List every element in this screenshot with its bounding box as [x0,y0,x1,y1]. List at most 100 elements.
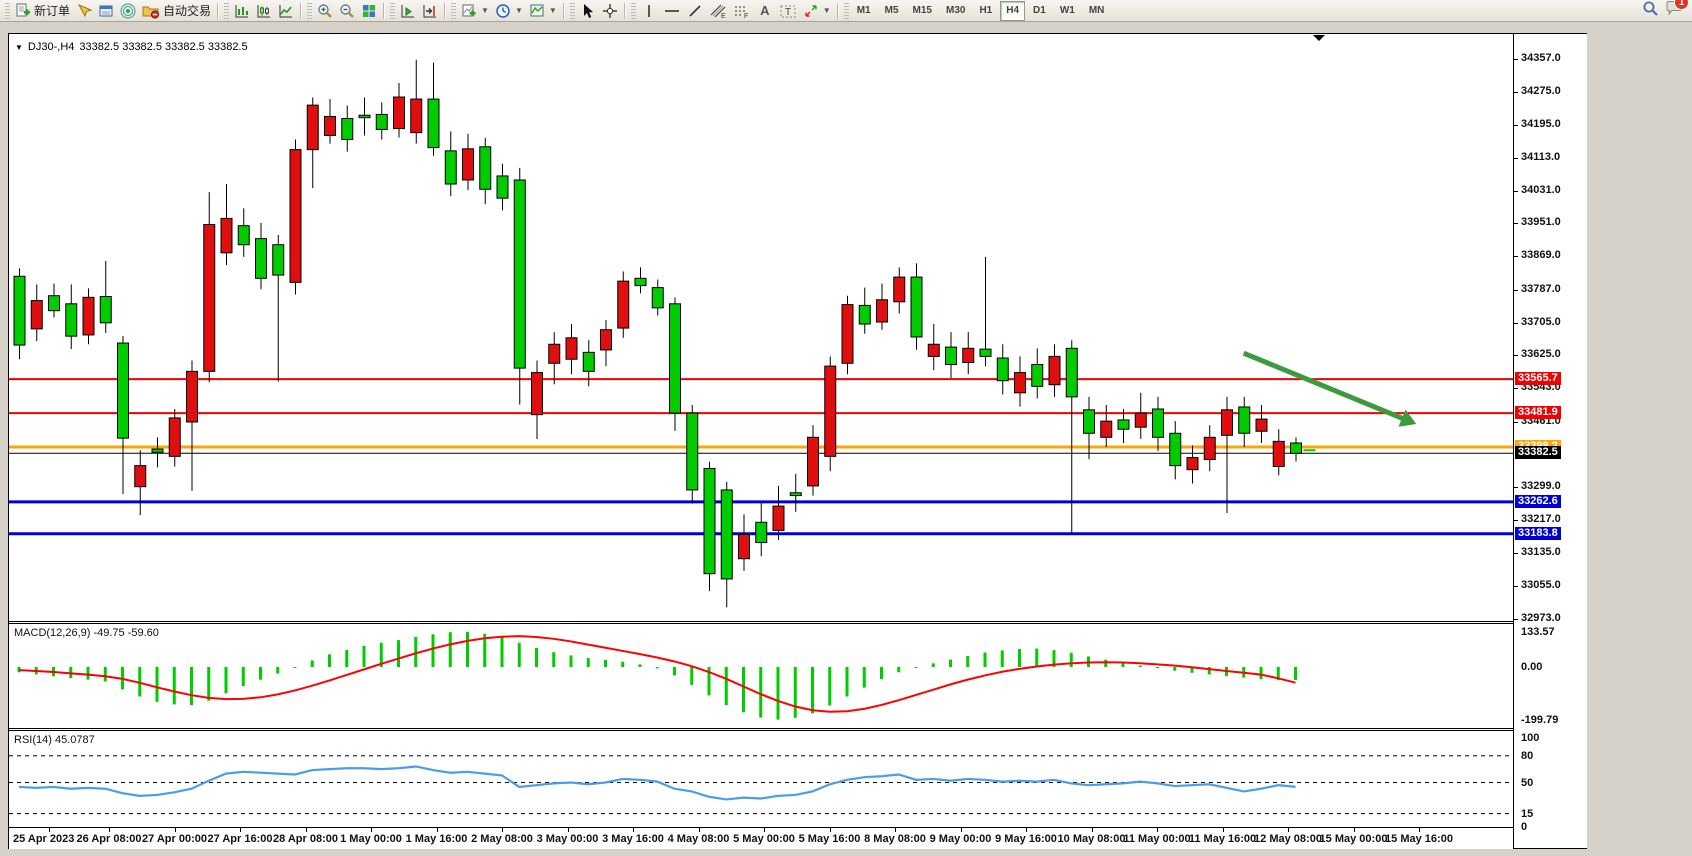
macd-pane[interactable]: MACD(12,26,9) -49.75 -59.60 [9,624,1513,728]
new-order-icon [15,3,31,19]
timeframe-button-h1[interactable]: H1 [979,5,993,16]
timeframe-button-m1[interactable]: M1 [856,5,871,16]
periods-button[interactable]: ▼ [492,1,526,21]
toolbar-grip[interactable] [390,2,396,19]
toolbar-grip[interactable] [451,2,457,19]
timeframe-button-m15[interactable]: M15 [912,5,932,16]
notification-badge: 1 [1674,0,1689,10]
zoom-out-button[interactable] [336,1,358,21]
toolbar-grip[interactable] [307,2,313,19]
text-label-tool-button[interactable]: T [776,1,800,21]
tile-windows-button[interactable] [358,1,380,21]
axis-tick-mark [1514,124,1518,126]
zoom-out-icon [339,3,355,19]
line-chart-type-button[interactable] [275,1,297,21]
channel-tool-button[interactable]: E [706,1,730,21]
market-window-button[interactable] [95,1,117,21]
toolbar-separator [383,2,386,19]
axis-tick-mark [1514,421,1518,423]
time-tick-label: 15 May 00:00 [1319,833,1388,845]
rsi-scale-label: 100 [1521,732,1540,744]
toolbar-separator [217,2,220,19]
time-tick-label: 9 May 00:00 [929,833,992,845]
rsi-scale-label: 0 [1521,821,1528,833]
pane-divider[interactable] [9,621,1513,624]
autotrade-icon [142,3,160,19]
chevron-down-icon: ▼ [822,6,831,15]
pane-divider[interactable] [9,728,1513,731]
rsi-pane[interactable]: RSI(14) 45.0787 [9,731,1513,827]
symbol-timeframe-label: DJ30-,H4 [27,41,75,53]
time-tick-mark [1091,828,1093,832]
price-chart-pane[interactable]: ▼ DJ30-,H4 33382.5 33382.5 33382.5 33382… [9,34,1513,621]
zoom-in-button[interactable] [314,1,336,21]
arrows-tool-button[interactable]: ▼ [800,1,834,21]
macd-chart[interactable] [9,624,1513,728]
time-tick-mark [1288,828,1289,832]
trend-arrow-annotation [1398,409,1417,427]
axis-tick-mark [1514,487,1518,489]
price-tick-label: 34195.0 [1521,117,1561,130]
time-tick-label: 2 May 08:00 [471,833,533,845]
autotrade-button[interactable]: 自动交易 [139,1,214,21]
timeframe-button-h4[interactable]: H4 [1000,0,1026,21]
horizontal-line-tool-button[interactable] [660,1,684,21]
rsi-scale-label: 80 [1521,749,1534,762]
bar-chart-type-button[interactable] [231,1,253,21]
time-tick-label: 3 May 00:00 [536,833,599,845]
symbol-menu-caret-icon[interactable]: ▼ [15,42,23,52]
indicators-button[interactable]: ▼ [458,1,492,21]
templates-button[interactable]: ▼ [526,1,560,21]
auto-scroll-button[interactable] [397,1,419,21]
price-tick-label: 33135.0 [1521,546,1561,559]
chat-button[interactable]: 1 [1665,0,1689,21]
time-tick-label: 28 Apr 08:00 [272,833,339,845]
chart-shift-button[interactable] [419,1,441,21]
fibonacci-tool-button[interactable]: F [730,1,754,21]
vertical-line-tool-button[interactable] [638,1,660,21]
cursor-tool-button[interactable] [577,1,599,21]
price-line-badge: 33382.5 [1515,446,1561,460]
text-tool-button[interactable]: A [754,1,776,21]
signal-button[interactable] [117,1,139,21]
time-tick-mark [305,828,307,832]
timeframe-button-d1[interactable]: D1 [1033,5,1046,16]
toolbar-grip[interactable] [224,2,230,19]
svg-text:E: E [721,13,726,19]
crosshair-tool-button[interactable] [599,1,621,21]
pointer-tool-button[interactable] [73,1,95,21]
time-tick-mark [436,828,438,832]
timeframe-button-mn[interactable]: MN [1088,5,1105,16]
time-axis[interactable]: 25 Apr 2023 26 Apr 08:00 27 Apr 00:00 27 Ap… [9,827,1513,849]
toolbar-grip[interactable] [630,2,636,19]
timeframe-button-w1[interactable]: W1 [1059,5,1075,16]
toolbar-grip[interactable] [569,2,575,19]
price-line-badge: 33565.7 [1515,372,1561,386]
price-tick-label: 34031.0 [1521,183,1561,196]
candlestick-type-button[interactable] [253,1,275,21]
timeframe-button-m5[interactable]: M5 [884,5,899,16]
timeframe-button-m30[interactable]: M30 [945,5,966,16]
text-label-icon: T [779,3,797,19]
price-axis[interactable]: 34357.0 34275.0 34195.0 34113.0 34031.0 33951… [1513,34,1587,848]
time-tick-label: 12 May 08:00 [1254,833,1322,845]
rsi-chart[interactable] [9,731,1513,827]
time-tick-label: 9 May 16:00 [995,833,1057,845]
toolbar-grip[interactable] [843,2,849,19]
cursor-icon [580,3,596,19]
trendline-tool-button[interactable] [684,1,706,21]
indicators-icon [461,3,477,19]
time-tick-mark [895,828,896,832]
candlestick-chart[interactable] [9,34,1513,621]
crosshair-icon [602,3,618,19]
toolbar-grip[interactable] [5,2,10,19]
time-tick-mark [109,828,110,832]
trendline-icon [687,3,703,19]
chart-window: ▼ DJ30-,H4 33382.5 33382.5 33382.5 33382… [8,33,1587,849]
time-tick-mark [698,828,700,832]
timeframe-group: M1 M5 M15 M30 H1 H4 D1 W1 MN [851,0,1111,21]
text-icon: A [760,3,770,18]
new-order-button[interactable]: 新订单 [12,1,73,21]
search-icon[interactable] [1642,0,1659,22]
